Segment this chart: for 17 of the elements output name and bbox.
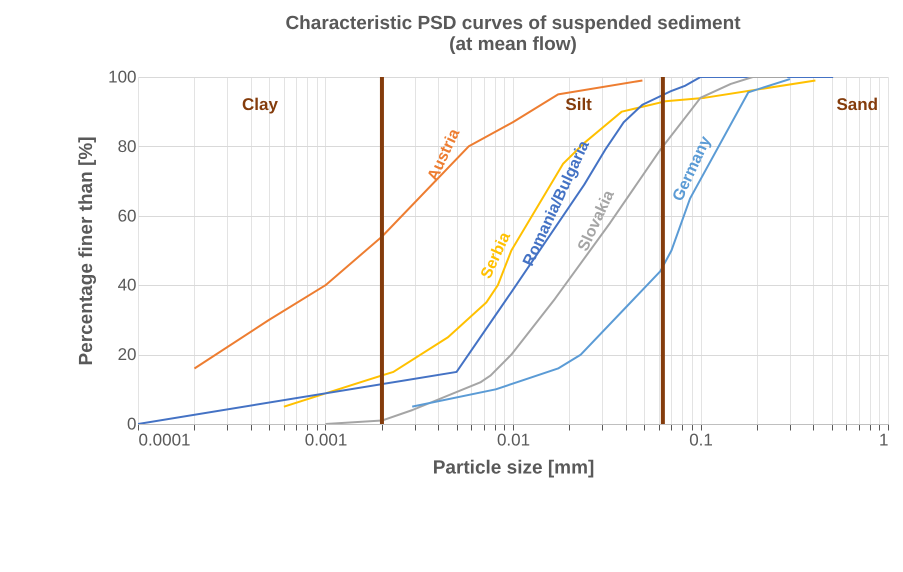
- y-tick-label: 100: [108, 68, 136, 86]
- y-tick-label: 0: [127, 414, 136, 434]
- annotation: Clay: [242, 94, 278, 114]
- chart-title: Characteristic PSD curves of suspended sediment (at mean flow): [285, 13, 742, 55]
- annotation: Silt: [565, 94, 592, 114]
- x-tick-label: 1: [879, 430, 888, 450]
- x-tick-label: 0.01: [496, 430, 530, 450]
- x-tick-label: 0.1: [689, 430, 713, 450]
- x-tick-label: 0.0001: [138, 430, 190, 450]
- y-tick-label: 60: [118, 206, 136, 226]
- y-tick-label: 80: [118, 136, 136, 156]
- annotation: Sand: [836, 94, 878, 114]
- y-axis-title: Percentage finer than [%]: [76, 136, 98, 366]
- x-tick-label: 0.001: [304, 430, 348, 450]
- y-tick-label: 20: [118, 345, 136, 364]
- y-tick-label: 40: [118, 276, 136, 295]
- x-axis-title: Particle size [mm]: [432, 458, 594, 478]
